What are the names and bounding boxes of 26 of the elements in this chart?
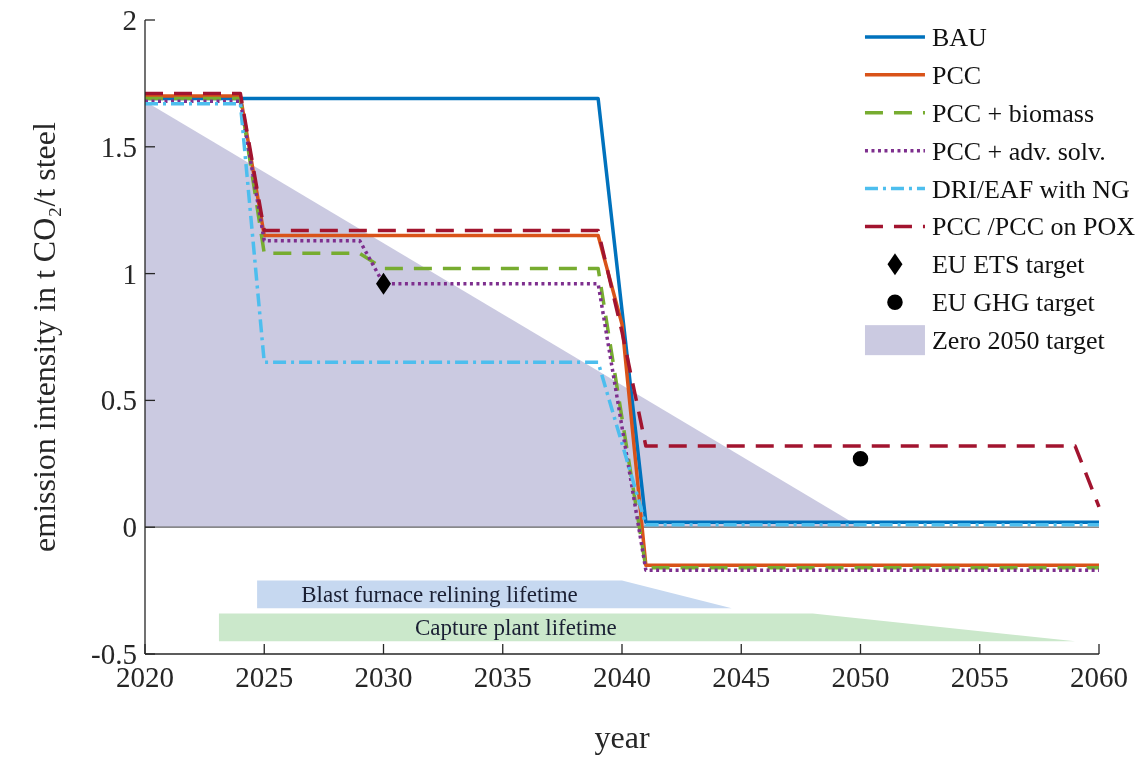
legend-label: EU ETS target — [931, 249, 1086, 279]
y-tick-label: 0.5 — [100, 384, 137, 417]
legend-label: DRI/EAF with NG — [931, 174, 1130, 204]
y-tick-label: 1.5 — [100, 130, 137, 163]
series-label: Capture plant lifetime — [414, 614, 617, 640]
x-tick-label: 2035 — [473, 661, 532, 693]
y-tick-label: 2 — [122, 4, 137, 36]
legend-label: PCC + biomass — [931, 98, 1094, 128]
x-tick-label: 2030 — [354, 661, 413, 693]
x-axis-title: year — [594, 719, 650, 755]
legend-label: EU GHG target — [931, 287, 1096, 317]
y-tick-label: 0 — [122, 511, 137, 544]
x-tick-label: 2050 — [831, 661, 890, 693]
legend-label: PCC /PCC on POX — [931, 211, 1136, 241]
y-axis-title: emission intensity in t CO₂/t steel — [26, 121, 62, 552]
series-label: Blast furnace relining lifetime — [301, 581, 578, 607]
legend-label: PCC — [931, 60, 982, 90]
y-tick-label: 1 — [122, 257, 137, 290]
x-tick-label: 2045 — [712, 661, 771, 693]
legend-label: PCC + adv. solv. — [931, 136, 1106, 166]
x-tick-label: 2025 — [235, 661, 294, 693]
x-tick-label: 2040 — [593, 661, 651, 693]
x-tick-label: 2060 — [1070, 661, 1128, 693]
x-tick-label: 2055 — [950, 661, 1009, 693]
legend-label: Zero 2050 target — [931, 325, 1106, 355]
legend-label: BAU — [931, 22, 988, 52]
